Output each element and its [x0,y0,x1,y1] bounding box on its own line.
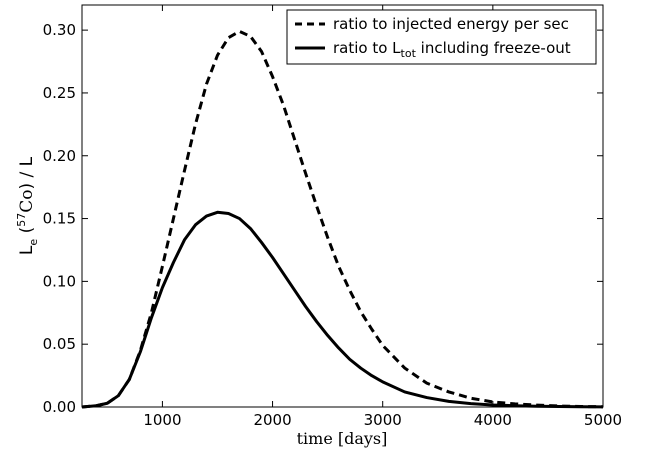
y-label-close: ) / L [17,156,37,189]
y-axis-label: Le (57Co) / L [15,156,40,255]
x-tick-label: 2000 [253,411,291,429]
legend-label-solid-sub: tot [401,47,417,60]
y-tick-label: 0.00 [43,398,76,416]
legend-label-solid: ratio to Ltot including freeze-out [333,39,571,60]
series-line-dashed [81,29,604,409]
x-tick-label: 5000 [584,411,622,429]
y-label-open: ( [17,227,37,234]
legend-label-dashed: ratio to injected energy per sec [333,15,569,33]
x-axis-label: time [days] [297,429,388,448]
x-tick-label: 4000 [474,411,512,429]
y-tick-label: 0.20 [43,147,76,165]
y-tick-label: 0.10 [43,272,76,290]
series-group [81,29,604,409]
legend-label-solid-main: ratio to L [333,39,401,57]
y-tick-label: 0.30 [43,21,76,39]
y-label-prefix-sub: e [27,239,40,246]
x-tick-label: 1000 [143,411,181,429]
legend-label-solid-rest: including freeze-out [416,39,571,57]
y-label-isotope-sup: 57 [15,213,28,227]
y-label-prefix: L [17,245,37,255]
y-tick-label: 0.25 [43,84,76,102]
x-ticks: 1000 2000 3000 4000 5000 [143,5,622,429]
legend-box [286,9,597,65]
x-tick-label: 3000 [364,411,402,429]
y-ticks: 0.00 0.05 0.10 0.15 0.20 0.25 0.30 [43,21,603,416]
y-label-isotope: Co [17,190,37,213]
svg-text:Le (57Co) / L: Le (57Co) / L [15,156,40,255]
plot-frame [81,4,604,408]
y-tick-label: 0.15 [43,210,76,228]
legend: ratio to injected energy per sec ratio t… [286,9,597,65]
series-line-solid [81,210,604,409]
y-tick-label: 0.05 [43,335,76,353]
